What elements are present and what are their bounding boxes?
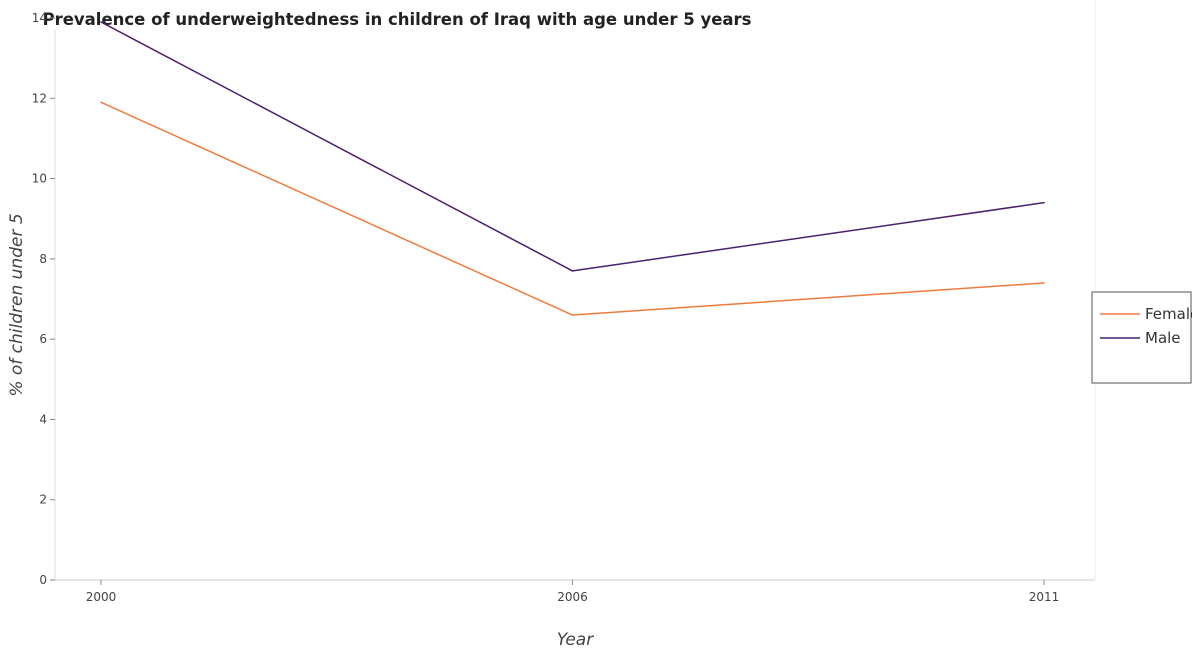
legend: Female Male [1091,291,1192,384]
x-ticks: 2000 2006 2011 [86,580,1060,604]
y-tick-label: 0 [39,573,47,587]
legend-label-female: Female [1145,305,1192,323]
data-point-male [571,270,574,272]
series-lines [100,21,1045,316]
y-tick-label: 14 [32,11,47,25]
series-line-male [100,21,1045,272]
y-tick-label: 8 [39,252,47,266]
data-point-male [100,21,102,23]
x-axis-label: Year [557,630,594,650]
x-tick-label: 2006 [557,590,588,604]
y-tick-label: 2 [39,493,47,507]
y-tick-label: 6 [39,332,47,346]
y-tick-label: 10 [32,172,47,186]
y-tick-label: 12 [32,91,47,105]
chart-title: Prevalence of underweightedness in child… [42,10,751,29]
x-tick-label: 2000 [86,590,117,604]
data-point-female [571,314,574,316]
data-point-female [1043,282,1045,284]
data-point-male [1043,201,1045,204]
legend-label-male: Male [1145,329,1181,347]
series-line-female [100,101,1045,316]
y-ticks: 0 2 4 6 8 10 12 14 [32,11,55,587]
x-tick-label: 2011 [1029,590,1060,604]
y-axis-label: % of children under 5 [7,213,27,396]
data-point-female [100,101,102,104]
y-tick-label: 4 [39,412,47,426]
